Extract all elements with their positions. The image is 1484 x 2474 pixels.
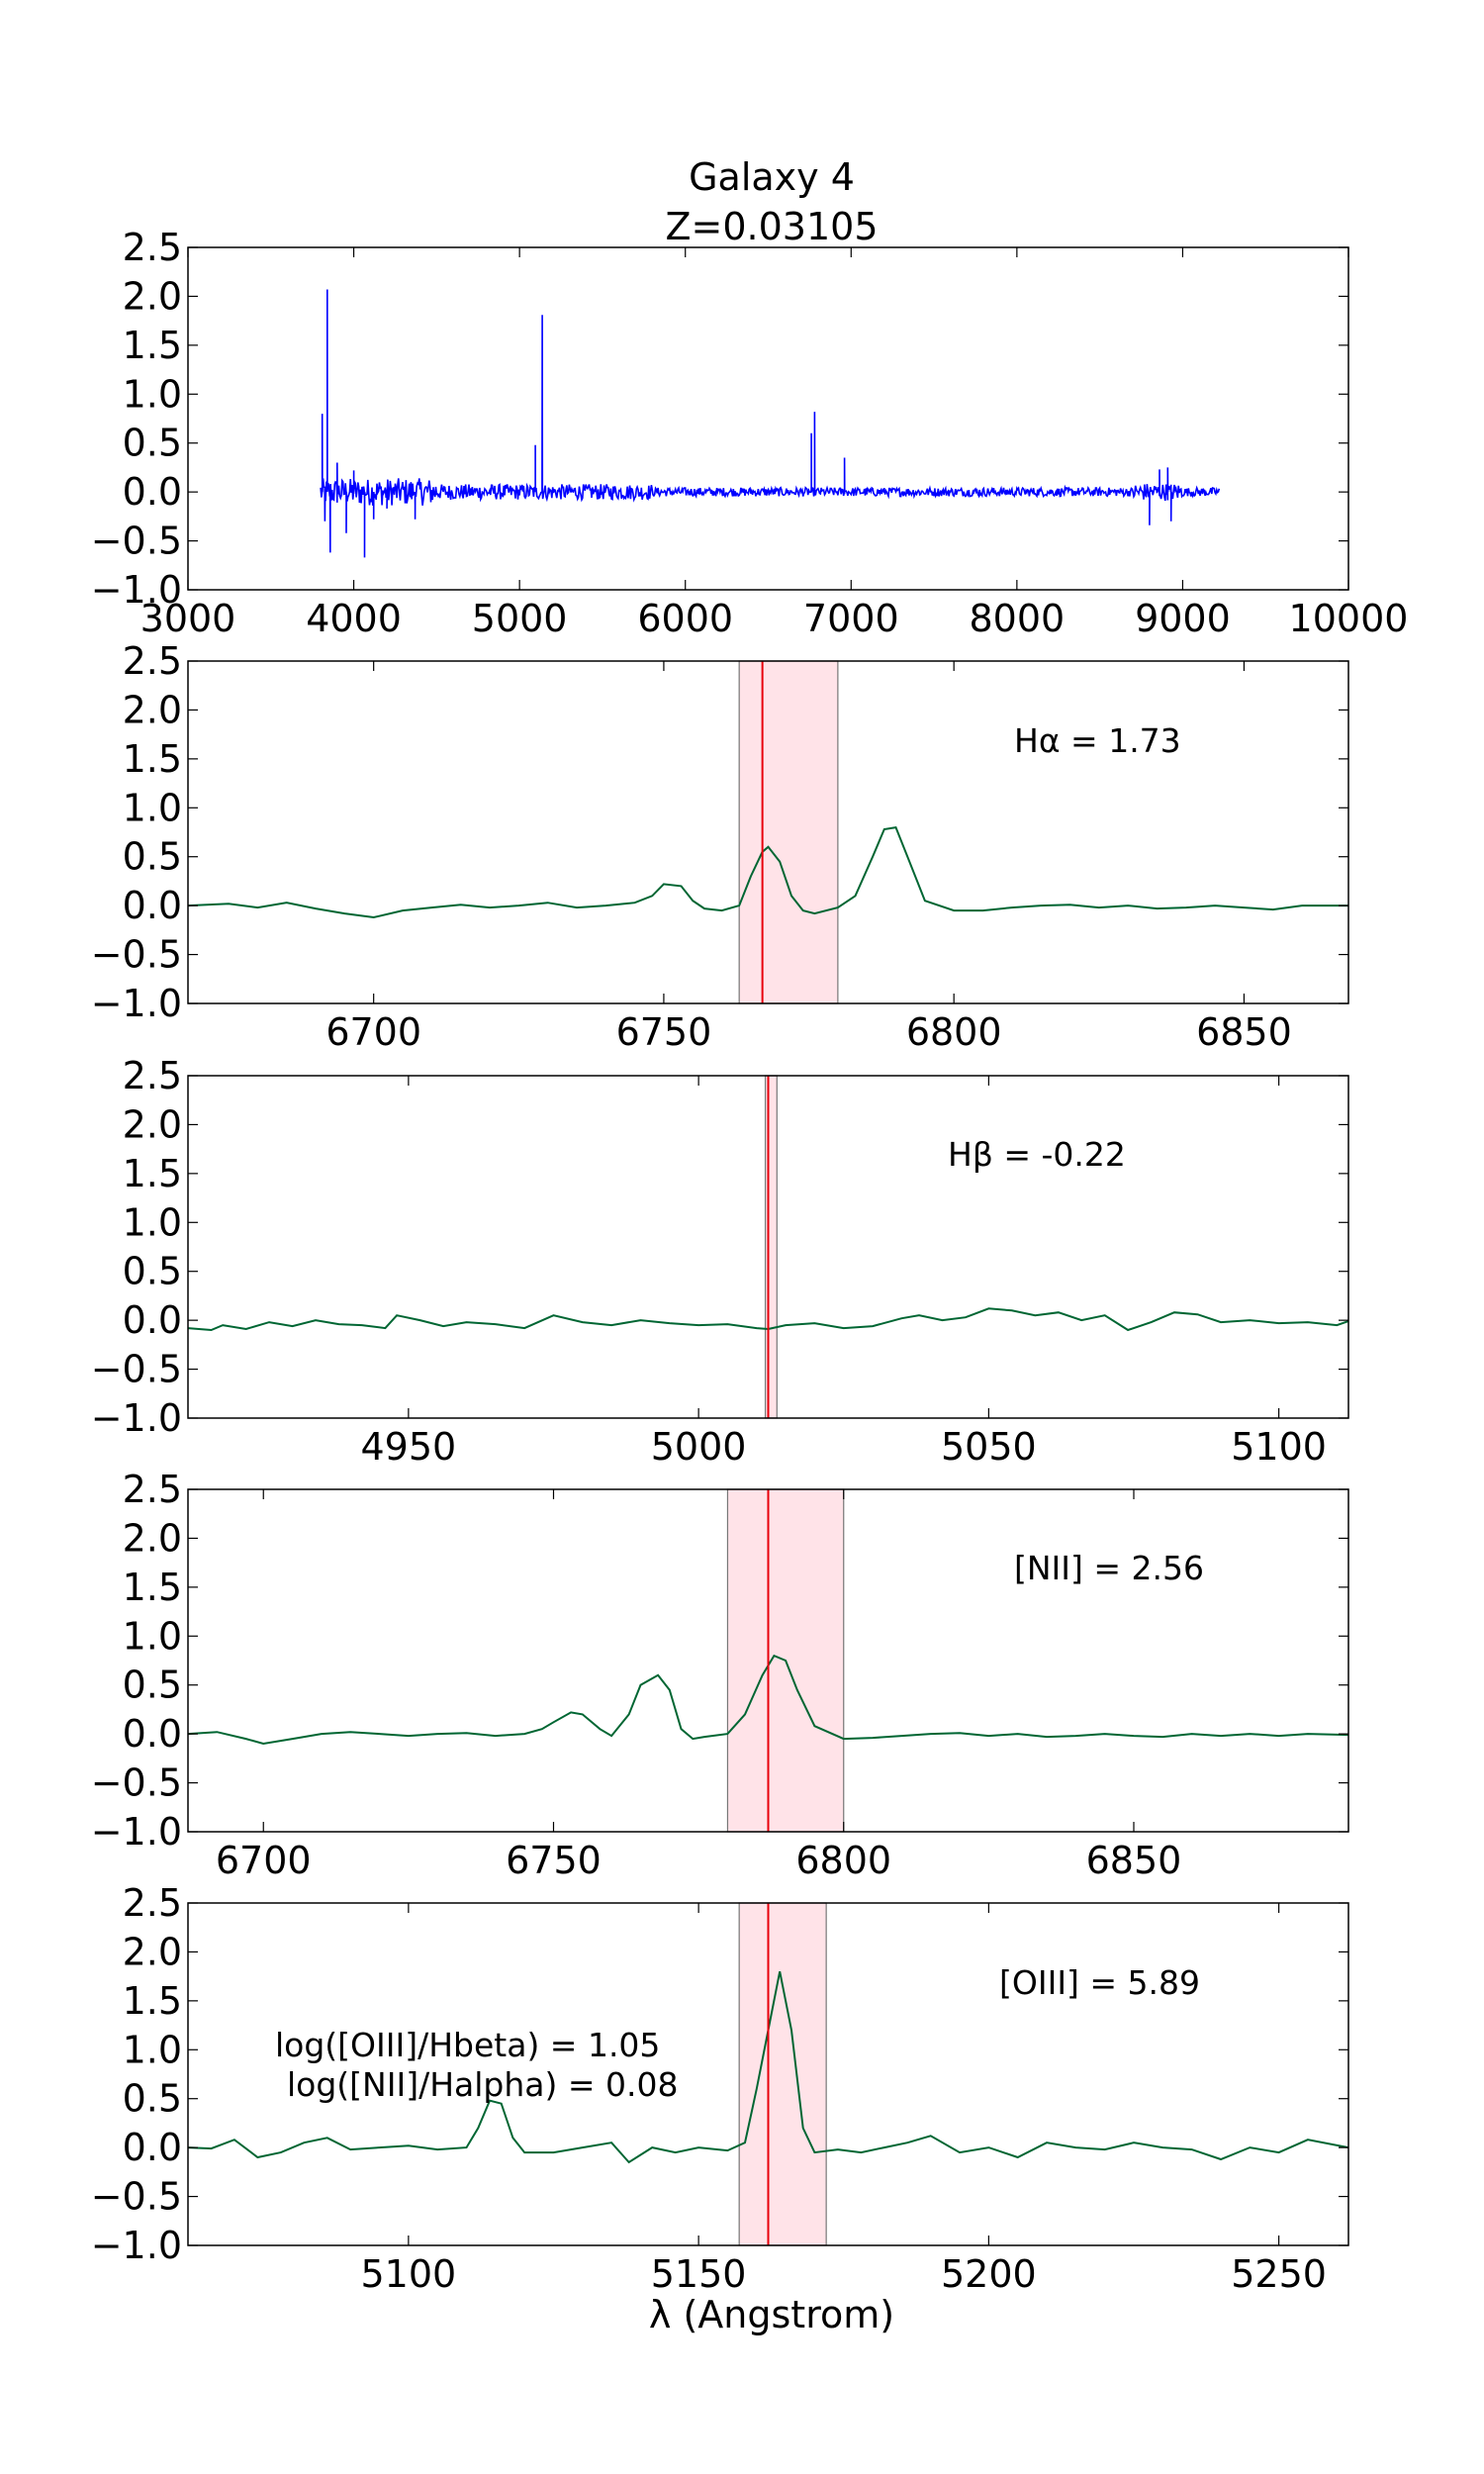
y-tick-label: −1.0 bbox=[91, 1810, 182, 1854]
x-tick-label: 6700 bbox=[325, 1010, 421, 1054]
y-tick-label: −0.5 bbox=[91, 933, 182, 977]
y-tick-label: 1.5 bbox=[123, 1979, 182, 2023]
zoom-spectrum-line bbox=[187, 1971, 1349, 2164]
panel-frame bbox=[187, 246, 1349, 591]
x-tick-label: 4950 bbox=[361, 1425, 457, 1469]
y-tick-label: −1.0 bbox=[91, 2224, 182, 2267]
x-tick-label: 6850 bbox=[1196, 1010, 1292, 1054]
x-tick-label: 6800 bbox=[906, 1010, 1002, 1054]
x-tick-label: 6700 bbox=[216, 1839, 312, 1882]
y-tick-label: 2.5 bbox=[123, 1054, 182, 1097]
x-tick-label: 6750 bbox=[616, 1010, 712, 1054]
panel-halpha: 2.5 2.0 1.5 1.0 0.5 0.0 −0.5 −1.0 6700 6750 6800 68… bbox=[91, 639, 1349, 1054]
y-tick-label: 0.5 bbox=[123, 835, 182, 879]
figure-title-line1: Galaxy 4 bbox=[689, 155, 855, 199]
line-measurement-label: Hβ = -0.22 bbox=[948, 1135, 1126, 1174]
x-axis-label: λ (Angstrom) bbox=[649, 2293, 894, 2336]
y-tick-label: 0.0 bbox=[123, 2126, 182, 2169]
panel-frame bbox=[187, 660, 1349, 1004]
x-tick-label: 5100 bbox=[361, 2252, 457, 2296]
ratio-oiii-hbeta-annotation: log([OIII]/Hbeta) = 1.05 bbox=[275, 2026, 660, 2064]
x-tick-label: 9000 bbox=[1135, 597, 1231, 640]
x-tick-label: 6000 bbox=[637, 597, 733, 640]
y-tick-label: 0.5 bbox=[123, 422, 182, 465]
x-tick-label: 5050 bbox=[941, 1425, 1037, 1469]
y-tick-label: 2.5 bbox=[123, 639, 182, 683]
y-tick-label: 1.5 bbox=[123, 737, 182, 781]
y-tick-label: 0.0 bbox=[123, 470, 182, 514]
x-tick-label: 5200 bbox=[941, 2252, 1037, 2296]
line-window-band bbox=[764, 1075, 778, 1419]
x-tick-label: 5000 bbox=[651, 1425, 747, 1469]
x-tick-label: 3000 bbox=[140, 597, 236, 640]
y-tick-label: 0.5 bbox=[123, 1664, 182, 1707]
panel-nii: 2.5 2.0 1.5 1.0 0.5 0.0 −0.5 −1.0 6700 6750 6800 68… bbox=[91, 1468, 1349, 1882]
y-tick-label: 0.0 bbox=[123, 1712, 182, 1756]
panel-frame bbox=[187, 1902, 1349, 2246]
y-tick-label: 1.5 bbox=[123, 324, 182, 367]
line-window-band bbox=[738, 1902, 827, 2246]
x-tick-label: 6750 bbox=[506, 1839, 602, 1882]
x-tick-label: 6800 bbox=[795, 1839, 891, 1882]
y-tick-label: 2.0 bbox=[123, 1102, 182, 1146]
panel-frame bbox=[187, 1075, 1349, 1419]
y-tick-label: 1.0 bbox=[123, 1200, 182, 1244]
x-tick-label: 5250 bbox=[1231, 2252, 1327, 2296]
line-measurement-label: Hα = 1.73 bbox=[1014, 721, 1181, 760]
y-tick-label: 0.5 bbox=[123, 2077, 182, 2121]
x-tick-label: 6850 bbox=[1086, 1839, 1182, 1882]
zoom-spectrum-line bbox=[187, 825, 1348, 919]
y-tick-label: 2.0 bbox=[123, 274, 182, 318]
x-tick-label: 8000 bbox=[969, 597, 1065, 640]
y-tick-label: 2.0 bbox=[123, 1516, 182, 1560]
y-tick-label: 2.5 bbox=[123, 226, 182, 269]
y-tick-label: 0.0 bbox=[123, 884, 182, 927]
ratio-nii-halpha-annotation: log([NII]/Halpha) = 0.08 bbox=[287, 2065, 678, 2104]
line-measurement-label: [NII] = 2.56 bbox=[1014, 1549, 1204, 1587]
x-tick-label: 4000 bbox=[306, 597, 402, 640]
y-tick-label: −0.5 bbox=[91, 1761, 182, 1805]
y-tick-label: 1.5 bbox=[123, 1566, 182, 1609]
full-spectrum-line bbox=[320, 289, 1221, 558]
y-tick-label: 2.0 bbox=[123, 1930, 182, 1973]
y-tick-label: 0.0 bbox=[123, 1298, 182, 1342]
y-tick-label: 0.5 bbox=[123, 1250, 182, 1293]
y-tick-label: 2.5 bbox=[123, 1881, 182, 1925]
panel-frame bbox=[187, 1488, 1349, 1833]
y-tick-label: 1.0 bbox=[123, 786, 182, 829]
y-tick-label: −1.0 bbox=[91, 568, 182, 612]
y-tick-label: −1.0 bbox=[91, 1396, 182, 1440]
y-tick-label: 1.0 bbox=[123, 372, 182, 416]
y-tick-label: 1.5 bbox=[123, 1152, 182, 1195]
x-tick-label: 10000 bbox=[1289, 597, 1409, 640]
zoom-spectrum-line bbox=[187, 1654, 1349, 1746]
y-tick-label: −0.5 bbox=[91, 520, 182, 563]
x-tick-label: 5100 bbox=[1231, 1425, 1327, 1469]
y-tick-label: 1.0 bbox=[123, 1614, 182, 1658]
x-tick-label: 5150 bbox=[651, 2252, 747, 2296]
line-window-band bbox=[738, 660, 839, 1004]
x-tick-label: 5000 bbox=[472, 597, 568, 640]
y-tick-label: 2.0 bbox=[123, 688, 182, 731]
y-tick-label: 1.0 bbox=[123, 2028, 182, 2071]
y-tick-label: −1.0 bbox=[91, 982, 182, 1025]
y-tick-label: 2.5 bbox=[123, 1468, 182, 1511]
panel-hbeta: 2.5 2.0 1.5 1.0 0.5 0.0 −0.5 −1.0 4950 5000 5050 51… bbox=[91, 1054, 1349, 1469]
figure-title-line2: Z=0.03105 bbox=[665, 205, 878, 248]
y-tick-label: −0.5 bbox=[91, 1348, 182, 1391]
x-tick-label: 7000 bbox=[803, 597, 899, 640]
panel-oiii: 2.5 2.0 1.5 1.0 0.5 0.0 −0.5 −1.0 5100 5150 5200 52… bbox=[91, 1881, 1349, 2296]
y-tick-label: −0.5 bbox=[91, 2175, 182, 2219]
line-measurement-label: [OIII] = 5.89 bbox=[999, 1963, 1200, 2002]
